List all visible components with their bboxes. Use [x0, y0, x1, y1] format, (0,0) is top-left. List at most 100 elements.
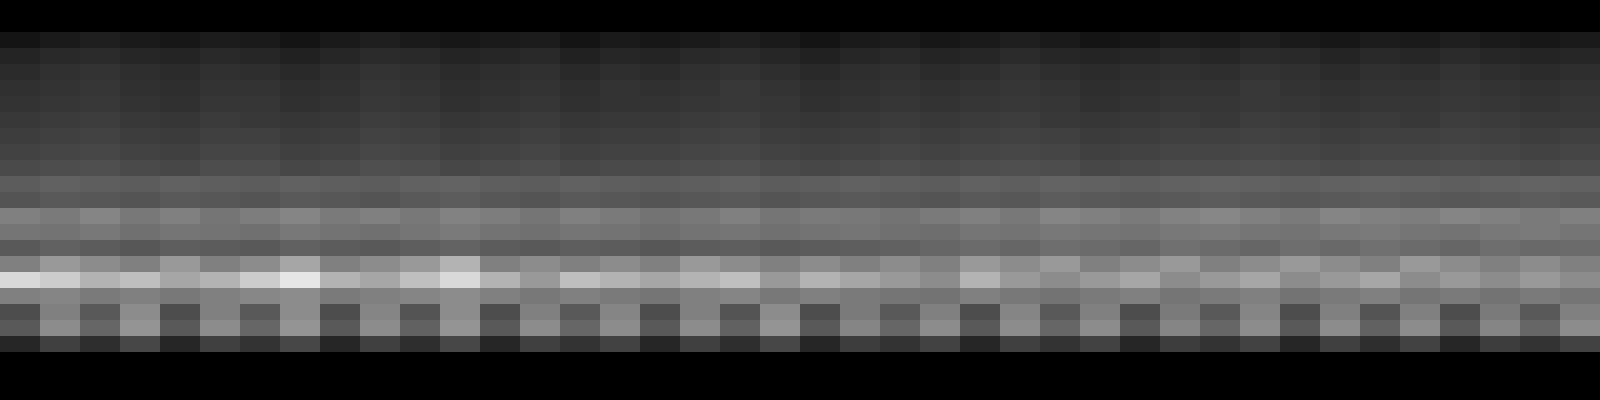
heatmap-cell: [1160, 64, 1200, 80]
heatmap-cell: [1240, 112, 1280, 128]
heatmap-cell: [1360, 32, 1400, 48]
heatmap-cell: [680, 336, 720, 352]
heatmap-cell: [1440, 256, 1480, 272]
heatmap-cell: [1000, 144, 1040, 160]
heatmap-cell: [640, 320, 680, 336]
heatmap-cell: [160, 128, 200, 144]
heatmap-cell: [1440, 320, 1480, 336]
heatmap-cell: [360, 48, 400, 64]
heatmap-cell: [1400, 208, 1440, 224]
heatmap-cell: [520, 224, 560, 240]
heatmap-cell: [1360, 112, 1400, 128]
heatmap-cell: [1360, 336, 1400, 352]
heatmap-cell: [0, 256, 40, 272]
heatmap-cell: [80, 288, 120, 304]
heatmap-cell: [800, 192, 840, 208]
heatmap-cell: [960, 80, 1000, 96]
heatmap-cell: [760, 32, 800, 48]
heatmap-cell: [1440, 272, 1480, 288]
heatmap-cell: [360, 176, 400, 192]
heatmap-cell: [200, 64, 240, 80]
heatmap-cell: [1440, 144, 1480, 160]
heatmap-cell: [40, 32, 80, 48]
heatmap-cell: [280, 304, 320, 320]
heatmap-cell: [440, 320, 480, 336]
heatmap-cell: [760, 96, 800, 112]
heatmap-cell: [1280, 64, 1320, 80]
heatmap-cell: [520, 48, 560, 64]
heatmap-cell: [960, 144, 1000, 160]
heatmap-cell: [720, 256, 760, 272]
heatmap-cell: [1200, 304, 1240, 320]
heatmap-cell: [160, 80, 200, 96]
heatmap-cell: [560, 336, 600, 352]
heatmap-cell: [520, 208, 560, 224]
heatmap-cell: [520, 336, 560, 352]
heatmap-cell: [320, 256, 360, 272]
heatmap-cell: [800, 32, 840, 48]
heatmap-cell: [1480, 176, 1520, 192]
heatmap-cell: [680, 48, 720, 64]
heatmap-cell: [1160, 176, 1200, 192]
heatmap-cell: [320, 240, 360, 256]
heatmap-cell: [880, 320, 920, 336]
heatmap-cell: [1240, 128, 1280, 144]
heatmap-cell: [1240, 32, 1280, 48]
heatmap-cell: [1560, 288, 1600, 304]
heatmap-cell: [1280, 224, 1320, 240]
heatmap-cell: [240, 240, 280, 256]
heatmap-cell: [0, 128, 40, 144]
heatmap-cell: [40, 176, 80, 192]
heatmap-cell: [1320, 336, 1360, 352]
heatmap-cell: [760, 256, 800, 272]
heatmap-cell: [80, 192, 120, 208]
heatmap-cell: [920, 208, 960, 224]
heatmap-cell: [480, 48, 520, 64]
heatmap-cell: [1320, 288, 1360, 304]
heatmap-cell: [1000, 160, 1040, 176]
heatmap-cell: [400, 48, 440, 64]
heatmap-cell: [1360, 160, 1400, 176]
heatmap-cell: [560, 208, 600, 224]
heatmap-cell: [720, 288, 760, 304]
heatmap-cell: [520, 80, 560, 96]
heatmap-cell: [160, 208, 200, 224]
heatmap-chart: [0, 0, 1600, 400]
heatmap-cell: [760, 144, 800, 160]
heatmap-cell: [120, 48, 160, 64]
heatmap-cell: [680, 80, 720, 96]
heatmap-cell: [520, 128, 560, 144]
heatmap-cell: [200, 96, 240, 112]
heatmap-cell: [1040, 80, 1080, 96]
heatmap-cell: [360, 336, 400, 352]
heatmap-cell: [320, 208, 360, 224]
heatmap-cell: [80, 96, 120, 112]
heatmap-cell: [1520, 144, 1560, 160]
heatmap-cell: [240, 144, 280, 160]
heatmap-cell: [280, 128, 320, 144]
heatmap-cell: [880, 96, 920, 112]
heatmap-cell: [880, 336, 920, 352]
heatmap-cell: [920, 80, 960, 96]
heatmap-cell: [1080, 128, 1120, 144]
heatmap-cell: [400, 64, 440, 80]
heatmap-cell: [1320, 128, 1360, 144]
heatmap-cell: [1520, 48, 1560, 64]
heatmap-cell: [760, 304, 800, 320]
heatmap-cell: [200, 224, 240, 240]
heatmap-cell: [720, 304, 760, 320]
heatmap-cell: [960, 224, 1000, 240]
heatmap-cell: [760, 336, 800, 352]
heatmap-cell: [280, 208, 320, 224]
heatmap-cell: [1000, 304, 1040, 320]
heatmap-cell: [0, 240, 40, 256]
heatmap-cell: [640, 288, 680, 304]
heatmap-cell: [1120, 32, 1160, 48]
heatmap-cell: [1160, 256, 1200, 272]
heatmap-cell: [1400, 160, 1440, 176]
heatmap-cell: [520, 112, 560, 128]
heatmap-cell: [40, 272, 80, 288]
heatmap-cell: [1160, 48, 1200, 64]
heatmap-cell: [1200, 32, 1240, 48]
heatmap-cell: [40, 288, 80, 304]
